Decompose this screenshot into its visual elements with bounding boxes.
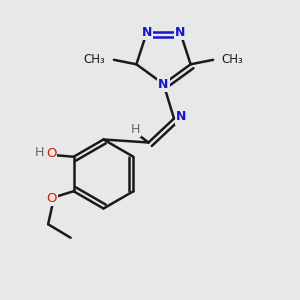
Text: N: N [142,26,152,39]
Text: H: H [130,123,140,136]
Text: O: O [46,147,56,160]
Text: CH₃: CH₃ [221,53,243,66]
Text: N: N [176,110,187,124]
Text: H: H [34,146,44,159]
Text: CH₃: CH₃ [84,53,106,66]
Text: O: O [46,192,57,205]
Text: N: N [158,77,169,91]
Text: N: N [175,26,185,39]
